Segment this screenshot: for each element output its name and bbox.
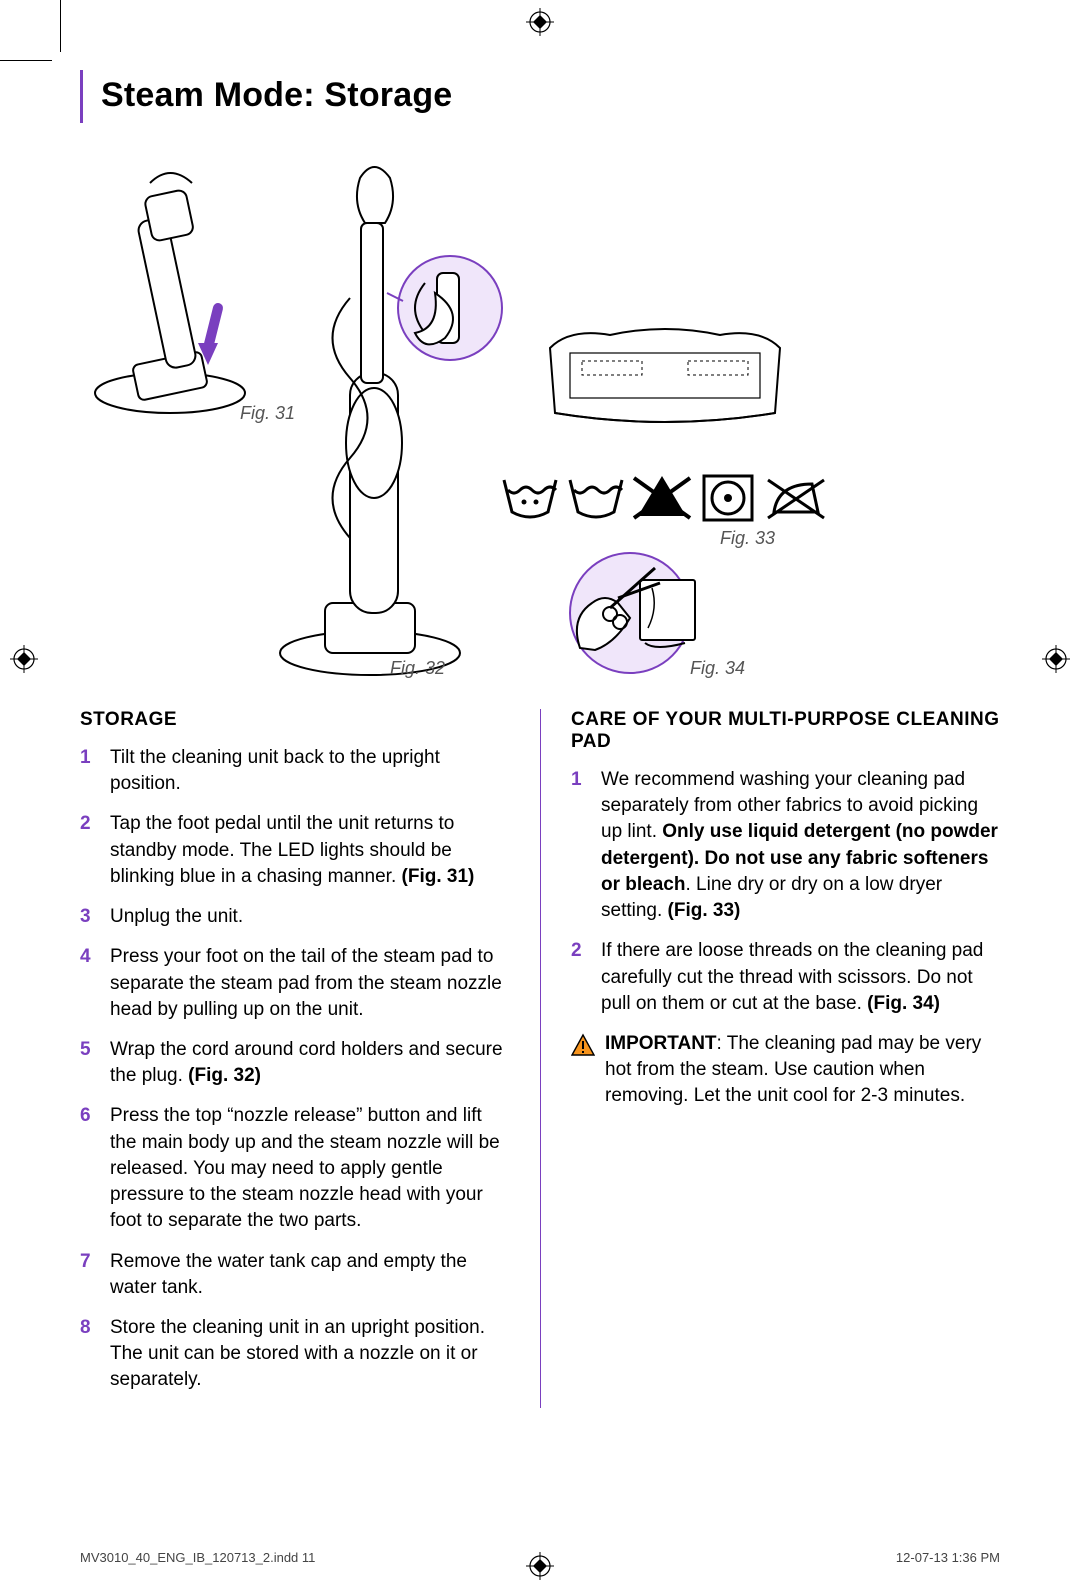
registration-mark-icon	[1042, 645, 1070, 673]
figure-31	[80, 163, 280, 428]
figure-32-label: Fig. 32	[390, 658, 445, 679]
step-text: Tap the foot pedal until the unit return…	[110, 811, 510, 890]
list-item: 7Remove the water tank cap and empty the…	[80, 1249, 510, 1301]
step-text: Wrap the cord around cord holders and se…	[110, 1037, 510, 1089]
step-text: Store the cleaning unit in an upright po…	[110, 1315, 510, 1394]
figure-34-label: Fig. 34	[690, 658, 745, 679]
title-wrap: Steam Mode: Storage	[80, 70, 1000, 123]
list-item: 1Tilt the cleaning unit back to the upri…	[80, 745, 510, 797]
step-number: 5	[80, 1037, 98, 1089]
step-number: 1	[571, 767, 589, 924]
step-text: Press the top “nozzle release” button an…	[110, 1103, 510, 1234]
step-text: If there are loose threads on the cleani…	[601, 938, 1000, 1017]
figures-area: Fig. 31	[80, 163, 1000, 673]
care-steps: 1We recommend washing your cleaning pad …	[571, 767, 1000, 1017]
step-text: Remove the water tank cap and empty the …	[110, 1249, 510, 1301]
tumble-dry-low-icon	[704, 476, 752, 520]
step-number: 1	[80, 745, 98, 797]
registration-mark-icon	[10, 645, 38, 673]
registration-mark-icon	[526, 8, 554, 36]
step-text: Unplug the unit.	[110, 904, 510, 930]
step-number: 2	[571, 938, 589, 1017]
figure-33-label: Fig. 33	[720, 528, 775, 549]
list-item: 2If there are loose threads on the clean…	[571, 938, 1000, 1017]
list-item: 1We recommend washing your cleaning pad …	[571, 767, 1000, 924]
footer-file: MV3010_40_ENG_IB_120713_2.indd 11	[80, 1550, 315, 1565]
figure-34	[560, 548, 710, 683]
storage-heading: STORAGE	[80, 709, 510, 731]
list-item: 2Tap the foot pedal until the unit retur…	[80, 811, 510, 890]
page: Steam Mode: Storage Fig. 31	[80, 70, 1000, 1500]
wash-cold-icon	[504, 480, 556, 517]
step-number: 8	[80, 1315, 98, 1394]
storage-steps: 1Tilt the cleaning unit back to the upri…	[80, 745, 510, 1394]
wash-icon	[570, 480, 622, 517]
crop-mark	[0, 60, 52, 61]
list-item: 3 Unplug the unit.	[80, 904, 510, 930]
column-left: STORAGE 1Tilt the cleaning unit back to …	[80, 709, 540, 1408]
list-item: 8Store the cleaning unit in an upright p…	[80, 1315, 510, 1394]
care-heading: CARE OF YOUR MULTI-PURPOSE CLEANING PAD	[571, 709, 1000, 753]
step-text: Tilt the cleaning unit back to the uprig…	[110, 745, 510, 797]
footer-date: 12-07-13 1:36 PM	[896, 1550, 1000, 1565]
step-text: We recommend washing your cleaning pad s…	[601, 767, 1000, 924]
step-number: 4	[80, 944, 98, 1023]
important-note: IMPORTANT: The cleaning pad may be very …	[571, 1031, 1000, 1110]
step-number: 7	[80, 1249, 98, 1301]
step-text: Press your foot on the tail of the steam…	[110, 944, 510, 1023]
columns: STORAGE 1Tilt the cleaning unit back to …	[80, 709, 1000, 1408]
column-right: CARE OF YOUR MULTI-PURPOSE CLEANING PAD …	[540, 709, 1000, 1408]
step-number: 2	[80, 811, 98, 890]
figure-33-pad	[540, 323, 790, 438]
list-item: 5Wrap the cord around cord holders and s…	[80, 1037, 510, 1089]
figure-32	[265, 163, 485, 688]
footer: MV3010_40_ENG_IB_120713_2.indd 11 12-07-…	[80, 1550, 1000, 1565]
page-title: Steam Mode: Storage	[101, 76, 1000, 115]
list-item: 4Press your foot on the tail of the stea…	[80, 944, 510, 1023]
warning-icon	[571, 1033, 595, 1110]
list-item: 6Press the top “nozzle release” button a…	[80, 1103, 510, 1234]
no-bleach-icon	[634, 476, 690, 518]
important-text: IMPORTANT: The cleaning pad may be very …	[605, 1031, 1000, 1110]
crop-mark	[60, 0, 61, 52]
step-number: 3	[80, 904, 98, 930]
care-icons-row	[500, 468, 830, 533]
do-not-iron-icon	[768, 480, 824, 518]
step-number: 6	[80, 1103, 98, 1234]
